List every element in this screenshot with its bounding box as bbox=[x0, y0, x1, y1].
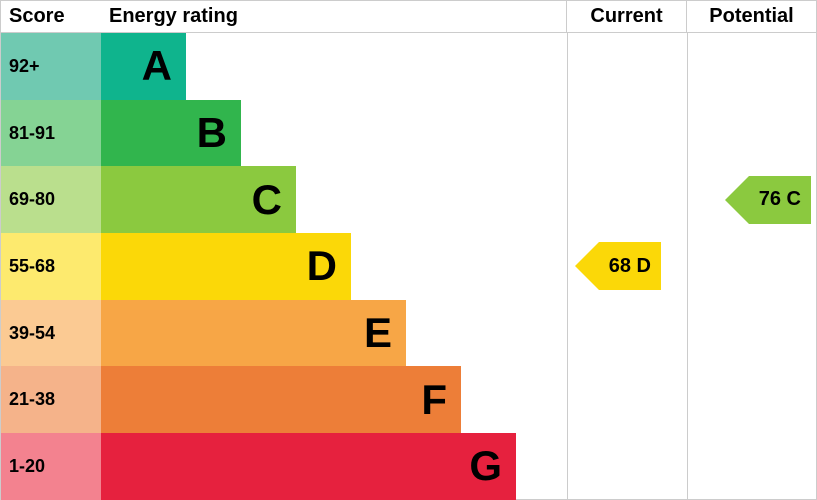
band-row: 39-54 E bbox=[1, 300, 816, 367]
header-score: Score bbox=[1, 1, 101, 32]
rating-letter: D bbox=[307, 242, 337, 290]
potential-pointer: 76 C bbox=[725, 176, 811, 224]
score-cell: 92+ bbox=[1, 33, 101, 100]
pointer-arrow-icon bbox=[575, 242, 599, 290]
score-cell: 69-80 bbox=[1, 166, 101, 233]
current-pointer: 68 D bbox=[575, 242, 661, 290]
rating-bar: G bbox=[101, 433, 516, 500]
pointer-arrow-icon bbox=[725, 176, 749, 224]
score-cell: 81-91 bbox=[1, 100, 101, 167]
rating-bar: C bbox=[101, 166, 296, 233]
pointer-label: 68 D bbox=[599, 242, 661, 290]
rating-bar: B bbox=[101, 100, 241, 167]
rating-bar: D bbox=[101, 233, 351, 300]
rating-letter: C bbox=[252, 176, 282, 224]
rating-letter: E bbox=[364, 309, 392, 357]
rating-bar: E bbox=[101, 300, 406, 367]
band-row: 92+ A bbox=[1, 33, 816, 100]
rating-letter: A bbox=[142, 42, 172, 90]
chart-body: 92+ A 81-91 B 69-80 C 55-68 D 39-54 E 21-38 F 1-20 G 6… bbox=[1, 33, 816, 500]
band-row: 69-80 C bbox=[1, 166, 816, 233]
rating-bar: F bbox=[101, 366, 461, 433]
score-cell: 1-20 bbox=[1, 433, 101, 500]
band-row: 1-20 G bbox=[1, 433, 816, 500]
score-cell: 39-54 bbox=[1, 300, 101, 367]
band-row: 81-91 B bbox=[1, 100, 816, 167]
header-row: Score Energy rating Current Potential bbox=[1, 1, 816, 33]
rating-letter: B bbox=[197, 109, 227, 157]
epc-chart: Score Energy rating Current Potential 92… bbox=[0, 0, 817, 500]
band-row: 21-38 F bbox=[1, 366, 816, 433]
score-cell: 55-68 bbox=[1, 233, 101, 300]
band-row: 55-68 D bbox=[1, 233, 816, 300]
header-potential: Potential bbox=[686, 1, 816, 32]
header-current: Current bbox=[566, 1, 686, 32]
rating-letter: F bbox=[421, 376, 447, 424]
rating-bar: A bbox=[101, 33, 186, 100]
rating-letter: G bbox=[469, 442, 502, 490]
score-cell: 21-38 bbox=[1, 366, 101, 433]
header-rating: Energy rating bbox=[101, 1, 566, 32]
pointer-label: 76 C bbox=[749, 176, 811, 224]
